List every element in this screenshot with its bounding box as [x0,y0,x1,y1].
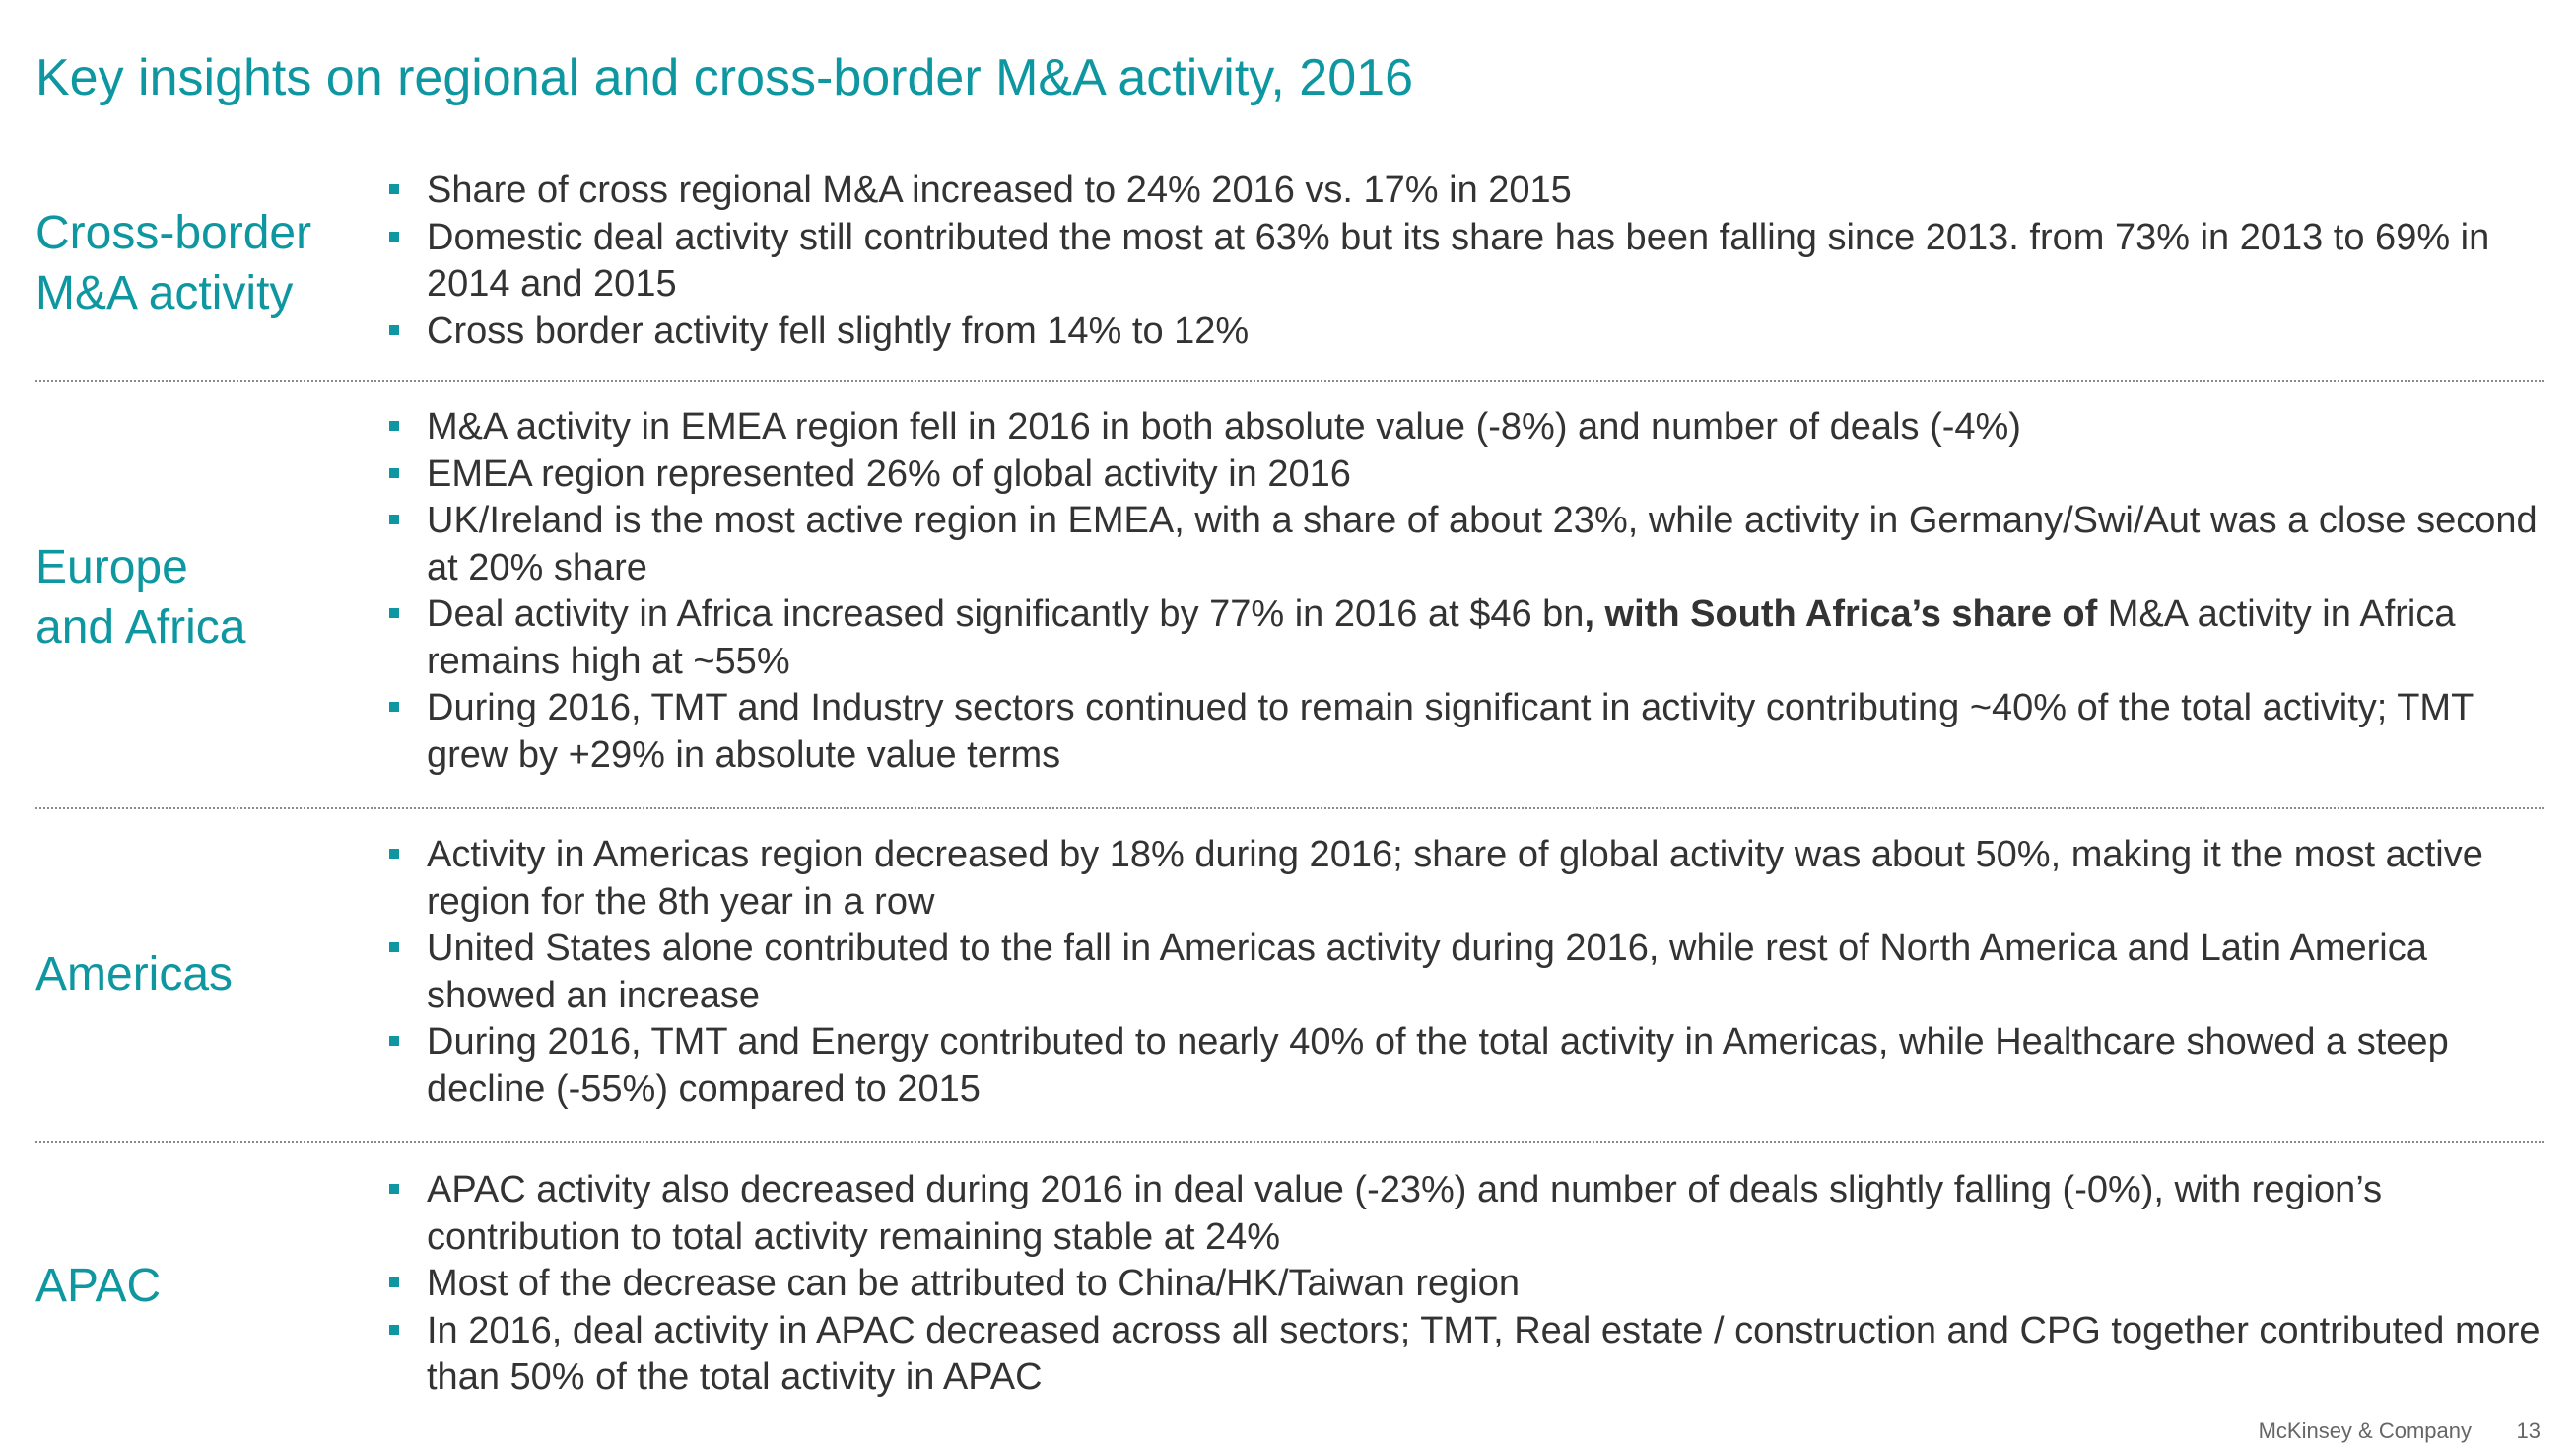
bullet-item: United States alone contributed to the f… [385,926,2544,1019]
section-divider [35,807,2544,809]
section-divider [35,1141,2544,1143]
section-label: Cross-border M&A activity [35,203,371,323]
bullet-item: UK/Ireland is the most active region in … [385,498,2544,591]
square-bullet-icon [389,942,399,952]
section-label-line: Europe [35,541,188,593]
bullet-item: During 2016, TMT and Industry sectors co… [385,685,2544,779]
square-bullet-icon [389,1036,399,1046]
square-bullet-icon [389,1324,399,1335]
bullet-item: In 2016, deal activity in APAC decreased… [385,1308,2544,1402]
bullet-list: M&A activity in EMEA region fell in 2016… [385,404,2544,779]
bullet-text: APAC activity also decreased during 2016… [427,1169,2383,1258]
bullet-text: EMEA region represented 26% of global ac… [427,452,1351,495]
footer-company: McKinsey & Company [2258,1418,2472,1443]
bullet-text: During 2016, TMT and Industry sectors co… [427,687,2474,776]
section-label-line: and Africa [35,601,246,654]
bullet-item: Domestic deal activity still contributed… [385,215,2544,309]
square-bullet-icon [389,608,399,618]
bullet-item: APAC activity also decreased during 2016… [385,1167,2544,1261]
bullet-text-part: M&A activity in Africa remains high at ~… [427,593,2456,682]
slide-title: Key insights on regional and cross-borde… [35,49,1413,106]
bullet-text-bold: , with South Africa’s share of [1584,593,2098,635]
square-bullet-icon [389,421,399,431]
bullet-item: Activity in Americas region decreased by… [385,832,2544,926]
bullet-list: Share of cross regional M&A increased to… [385,168,2544,355]
section-label: Europe and Africa [35,537,371,657]
page-number: 13 [2516,1418,2541,1443]
bullet-text: Domestic deal activity still contributed… [427,216,2490,306]
section-label-line: M&A activity [35,267,294,319]
bullet-text: Activity in Americas region decreased by… [427,834,2483,923]
square-bullet-icon [389,1277,399,1287]
bullet-item: EMEA region represented 26% of global ac… [385,451,2544,499]
bullet-item: Deal activity in Africa increased signif… [385,591,2544,685]
bullet-text: UK/Ireland is the most active region in … [427,500,2538,588]
square-bullet-icon [389,849,399,859]
square-bullet-icon [389,184,399,194]
bullet-list: Activity in Americas region decreased by… [385,832,2544,1113]
bullet-item: Share of cross regional M&A increased to… [385,168,2544,215]
square-bullet-icon [389,1184,399,1194]
section-label-line: APAC [35,1260,162,1312]
square-bullet-icon [389,467,399,478]
bullet-text: Cross border activity fell slightly from… [427,310,1250,352]
bullet-text: M&A activity in EMEA region fell in 2016… [427,406,2021,448]
square-bullet-icon [389,515,399,524]
bullet-item: Cross border activity fell slightly from… [385,309,2544,356]
bullet-item: During 2016, TMT and Energy contributed … [385,1019,2544,1113]
bullet-text: Share of cross regional M&A increased to… [427,170,1572,211]
square-bullet-icon [389,324,399,335]
section-label: APAC [35,1256,371,1316]
bullet-list: APAC activity also decreased during 2016… [385,1167,2544,1402]
section-divider [35,380,2544,382]
bullet-text: During 2016, TMT and Energy contributed … [427,1021,2449,1110]
square-bullet-icon [389,231,399,242]
bullet-text: United States alone contributed to the f… [427,928,2427,1016]
section-label-line: Americas [35,948,234,1001]
square-bullet-icon [389,702,399,712]
bullet-item: Most of the decrease can be attributed t… [385,1261,2544,1308]
bullet-text: Most of the decrease can be attributed t… [427,1263,1520,1304]
bullet-item: M&A activity in EMEA region fell in 2016… [385,404,2544,451]
bullet-text-part: Deal activity in Africa increased signif… [427,593,1585,635]
bullet-text: In 2016, deal activity in APAC decreased… [427,1309,2541,1399]
section-label: Americas [35,944,371,1004]
section-label-line: Cross-border [35,207,312,259]
